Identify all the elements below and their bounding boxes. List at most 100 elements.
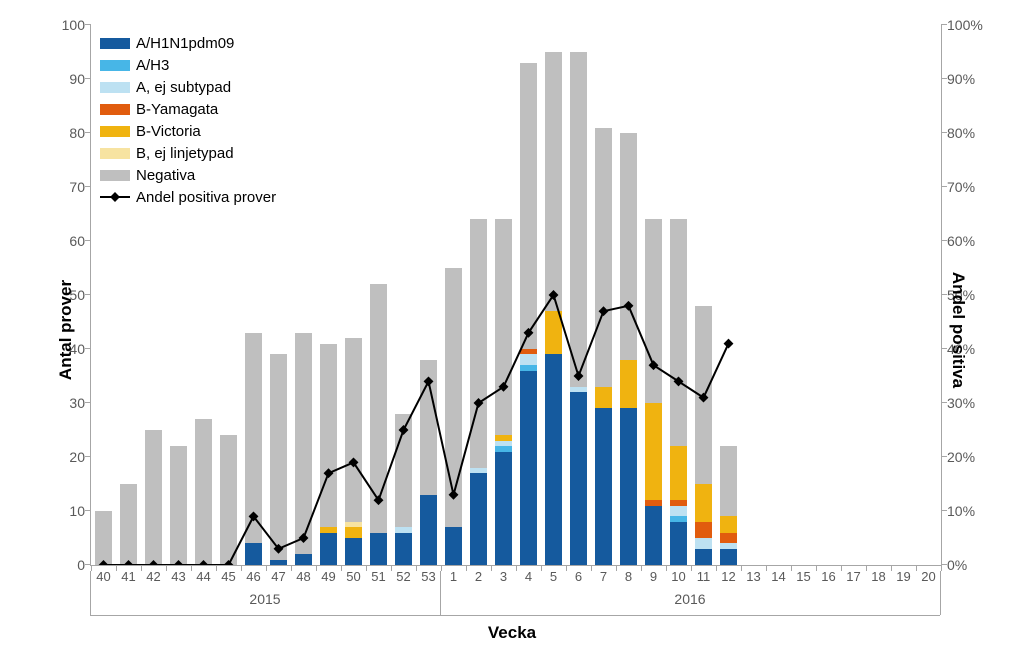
y-right-tick-label: 70% <box>941 179 975 195</box>
y-left-tick-label: 30 <box>69 395 91 411</box>
bar-segment-b_yam <box>520 349 537 354</box>
bar-segment-h1n1 <box>620 408 637 565</box>
bar-segment-b_vic <box>670 446 687 500</box>
x-category-label: 14 <box>771 569 785 584</box>
legend-item: B-Victoria <box>100 121 276 141</box>
x-category-label: 5 <box>550 569 557 584</box>
bar-segment-b_yam <box>695 522 712 538</box>
x-category-label: 15 <box>796 569 810 584</box>
bar-segment-b_vic <box>720 516 737 532</box>
bar-segment-h1n1 <box>670 522 687 565</box>
bar-segment-neg <box>645 219 662 403</box>
line-marker <box>724 339 734 349</box>
bar-segment-neg <box>120 484 137 565</box>
x-category-label: 41 <box>121 569 135 584</box>
x-category-label: 18 <box>871 569 885 584</box>
chart-legend: A/H1N1pdm09 A/H3 A, ej subtypad B-Yamagata B… <box>100 33 276 209</box>
bar-segment-h3 <box>520 365 537 370</box>
bar-segment-h1n1 <box>695 549 712 565</box>
legend-label: B-Victoria <box>136 123 201 140</box>
year-label: 2016 <box>674 591 705 607</box>
bar-segment-neg <box>370 284 387 532</box>
bar-segment-h1n1 <box>470 473 487 565</box>
bar-segment-neg <box>445 268 462 527</box>
legend-item: A/H1N1pdm09 <box>100 33 276 53</box>
legend-label: B, ej linjetypad <box>136 145 234 162</box>
y-right-tick-label: 60% <box>941 233 975 249</box>
y-left-tick-label: 10 <box>69 503 91 519</box>
bar-segment-a_unsub <box>495 441 512 446</box>
x-category-label: 8 <box>625 569 632 584</box>
y-left-tick-label: 60 <box>69 233 91 249</box>
bar-segment-h1n1 <box>645 506 662 565</box>
bar-segment-a_unsub <box>395 527 412 532</box>
bar-segment-h3 <box>495 446 512 451</box>
y-right-title: Andel positiva <box>948 272 968 388</box>
legend-item: A, ej subtypad <box>100 77 276 97</box>
x-category-label: 16 <box>821 569 835 584</box>
y-right-tick-label: 90% <box>941 71 975 87</box>
legend-swatch <box>100 38 130 49</box>
bar-segment-h1n1 <box>245 543 262 565</box>
bar-segment-neg <box>145 430 162 565</box>
legend-swatch <box>100 82 130 93</box>
legend-item: B-Yamagata <box>100 99 276 119</box>
x-category-label: 45 <box>221 569 235 584</box>
year-divider <box>90 571 91 615</box>
y-right-tick-label: 100% <box>941 17 983 33</box>
x-category-label: 9 <box>650 569 657 584</box>
x-category-label: 17 <box>846 569 860 584</box>
y-left-tick-label: 70 <box>69 179 91 195</box>
bar-segment-neg <box>95 511 112 565</box>
legend-swatch <box>100 104 130 115</box>
x-category-label: 46 <box>246 569 260 584</box>
legend-label: Negativa <box>136 167 195 184</box>
bar-segment-b_vic <box>495 435 512 440</box>
x-axis-title: Vecka <box>488 623 536 643</box>
bar-segment-h1n1 <box>420 495 437 565</box>
y-left-tick-label: 20 <box>69 449 91 465</box>
legend-item: A/H3 <box>100 55 276 75</box>
bar-segment-a_unsub <box>720 543 737 548</box>
legend-swatch <box>100 60 130 71</box>
bar-segment-h1n1 <box>445 527 462 565</box>
y-right-tick-label: 30% <box>941 395 975 411</box>
y-left-tick-label: 100 <box>62 17 91 33</box>
bar-segment-h1n1 <box>520 371 537 565</box>
bar-segment-h1n1 <box>320 533 337 565</box>
bar-segment-b_yam <box>720 533 737 544</box>
bar-segment-neg <box>195 419 212 565</box>
bar-segment-neg <box>720 446 737 516</box>
legend-label: B-Yamagata <box>136 101 218 118</box>
x-category-label: 4 <box>525 569 532 584</box>
legend-swatch <box>100 148 130 159</box>
bar-segment-b_vic <box>645 403 662 500</box>
y-right-tick-label: 20% <box>941 449 975 465</box>
legend-label: A/H3 <box>136 57 169 74</box>
bar-segment-neg <box>545 52 562 311</box>
year-label: 2015 <box>249 591 280 607</box>
x-category-label: 6 <box>575 569 582 584</box>
x-category-label: 19 <box>896 569 910 584</box>
x-category-label: 52 <box>396 569 410 584</box>
bar-segment-b_vic <box>695 484 712 522</box>
bar-segment-a_unsub <box>470 468 487 473</box>
bar-segment-a_unsub <box>520 354 537 365</box>
bar-segment-b_vic <box>620 360 637 409</box>
bar-segment-neg <box>245 333 262 544</box>
legend-label: A, ej subtypad <box>136 79 231 96</box>
year-divider <box>440 571 441 615</box>
bar-segment-h1n1 <box>370 533 387 565</box>
bar-segment-h1n1 <box>495 452 512 565</box>
bar-segment-b_yam <box>645 500 662 505</box>
bar-segment-a_unsub <box>670 506 687 517</box>
bar-segment-neg <box>520 63 537 349</box>
bar-segment-b_vic <box>345 527 362 538</box>
x-category-label: 40 <box>96 569 110 584</box>
bar-segment-neg <box>420 360 437 495</box>
bar-segment-neg <box>170 446 187 565</box>
x-category-label: 48 <box>296 569 310 584</box>
legend-item: Negativa <box>100 165 276 185</box>
bar-segment-b_vic <box>320 527 337 532</box>
x-category-label: 53 <box>421 569 435 584</box>
